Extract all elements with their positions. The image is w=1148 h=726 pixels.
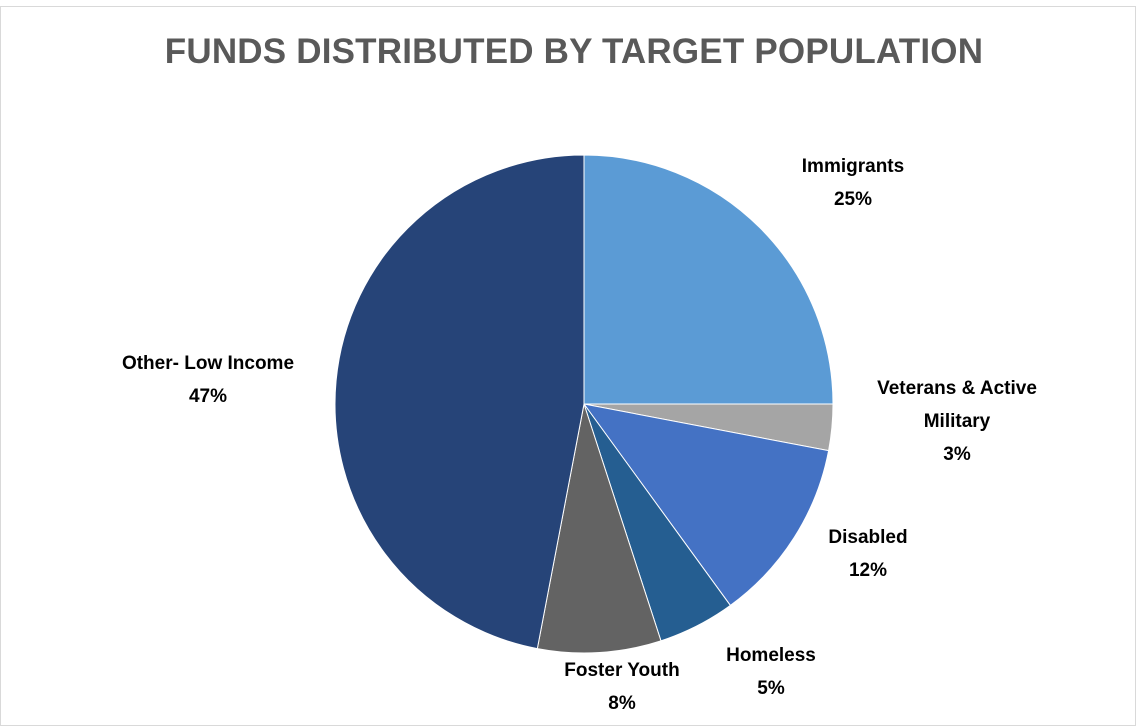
data-label-value: 8% xyxy=(608,693,636,713)
data-label-foster-youth: Foster Youth 8% xyxy=(564,660,679,713)
data-label-homeless: Homeless 5% xyxy=(726,645,816,699)
chart-title: FUNDS DISTRIBUTED BY TARGET POPULATION xyxy=(164,32,984,71)
data-label-value: 47% xyxy=(189,386,227,407)
data-label-other-low-income: Other- Low Income 47% xyxy=(122,353,294,407)
data-label-category: Military xyxy=(924,411,991,432)
data-label-category: Disabled xyxy=(828,527,907,548)
data-label-immigrants: Immigrants 25% xyxy=(802,156,904,210)
data-label-value: 3% xyxy=(943,444,971,465)
data-label-category: Veterans & Active xyxy=(877,378,1037,399)
data-labels: Immigrants 25% Veterans & Active Military 3%… xyxy=(122,156,1037,713)
data-label-disabled: Disabled 12% xyxy=(828,527,907,581)
pie-slice-other-low-income xyxy=(334,154,585,650)
data-label-category: Foster Youth xyxy=(564,660,679,681)
pie-slices xyxy=(334,154,834,654)
pie-slice-immigrants xyxy=(583,154,834,405)
data-label-category: Immigrants xyxy=(802,156,904,177)
pie-slice-foster-youth xyxy=(536,403,662,654)
pie-slice-disabled xyxy=(582,403,830,607)
data-label-veterans-active-military: Veterans & Active Military 3% xyxy=(877,378,1037,465)
data-label-value: 25% xyxy=(834,189,872,210)
data-label-value: 12% xyxy=(849,560,887,581)
data-label-category: Homeless xyxy=(726,645,816,666)
data-label-value: 5% xyxy=(757,678,785,699)
data-label-category: Other- Low Income xyxy=(122,353,294,374)
